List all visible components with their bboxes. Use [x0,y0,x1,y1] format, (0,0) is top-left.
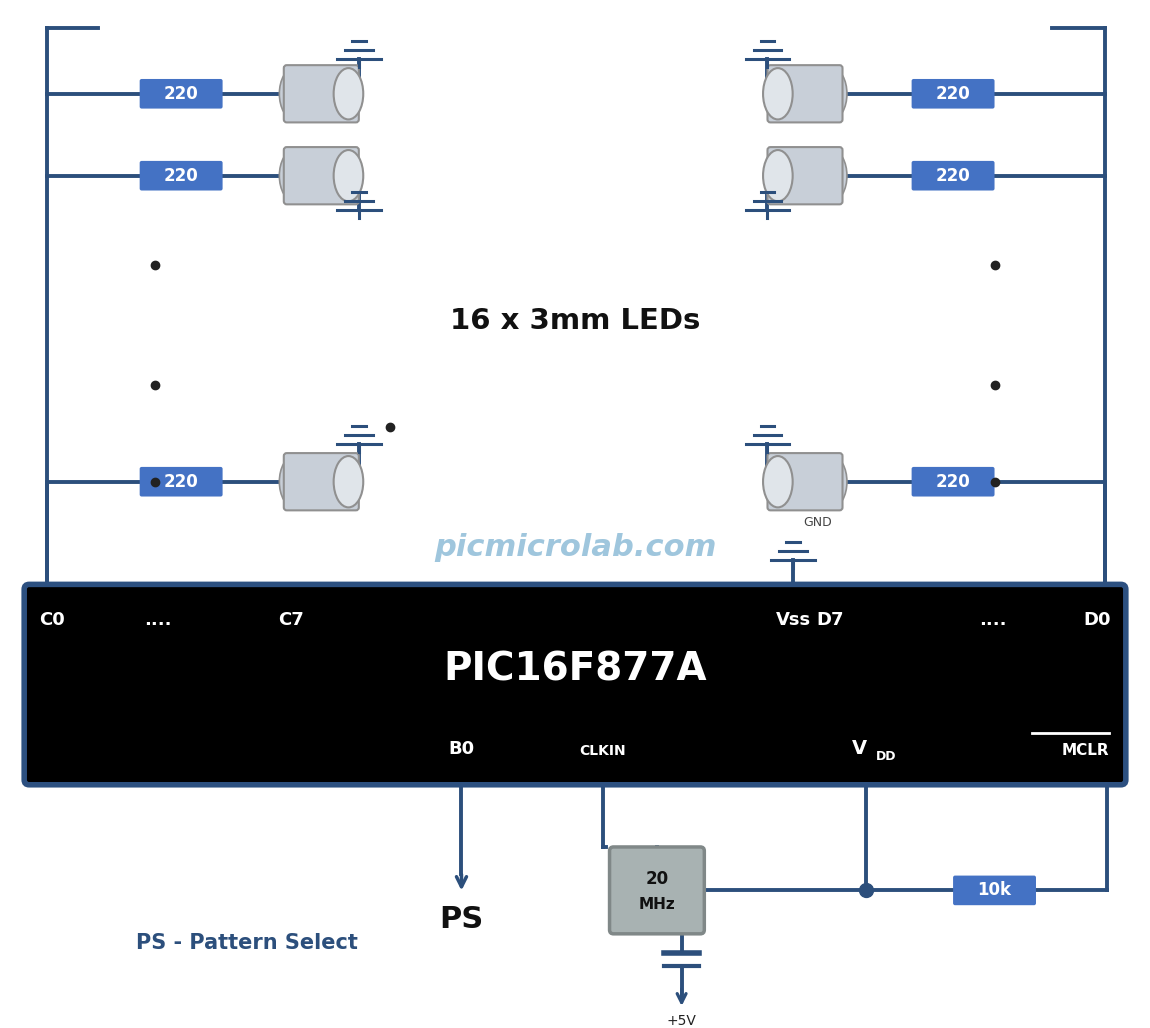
FancyBboxPatch shape [767,453,843,510]
Text: Vss: Vss [775,611,811,629]
Text: MHz: MHz [638,896,675,912]
Text: DD: DD [876,750,897,763]
Ellipse shape [818,150,846,201]
Text: 20: 20 [645,870,668,887]
FancyBboxPatch shape [24,584,1126,784]
FancyBboxPatch shape [912,161,995,190]
Text: B0: B0 [448,740,475,758]
Ellipse shape [818,456,846,508]
Text: ....: .... [144,611,171,629]
Text: PIC16F877A: PIC16F877A [443,651,707,689]
Text: 220: 220 [163,84,199,103]
FancyBboxPatch shape [139,79,223,109]
FancyBboxPatch shape [284,453,359,510]
Text: 220: 220 [936,167,971,185]
Text: ....: .... [979,611,1006,629]
Text: V: V [852,739,867,758]
FancyBboxPatch shape [912,467,995,497]
Text: 10k: 10k [978,881,1012,900]
Ellipse shape [279,68,309,119]
Ellipse shape [334,68,363,119]
Ellipse shape [334,456,363,508]
Text: PS: PS [439,906,484,934]
FancyBboxPatch shape [953,876,1036,906]
Text: GND: GND [803,516,831,528]
FancyBboxPatch shape [767,65,843,122]
Text: D7: D7 [816,611,843,629]
Text: +5V: +5V [667,1014,697,1028]
Ellipse shape [764,456,792,508]
Text: MCLR: MCLR [1061,743,1109,758]
Ellipse shape [818,68,846,119]
Ellipse shape [279,456,309,508]
FancyBboxPatch shape [912,79,995,109]
Ellipse shape [279,150,309,201]
Text: 220: 220 [163,167,199,185]
FancyBboxPatch shape [610,847,704,933]
Text: C7: C7 [278,611,304,629]
Text: 16 x 3mm LEDs: 16 x 3mm LEDs [450,306,700,335]
Ellipse shape [764,68,792,119]
FancyBboxPatch shape [767,147,843,205]
Text: CLKIN: CLKIN [580,744,626,758]
Text: C0: C0 [39,611,64,629]
Text: 220: 220 [936,84,971,103]
FancyBboxPatch shape [284,147,359,205]
Text: D0: D0 [1083,611,1111,629]
FancyBboxPatch shape [139,161,223,190]
FancyBboxPatch shape [284,65,359,122]
Text: 220: 220 [163,473,199,490]
Ellipse shape [764,150,792,201]
Text: PS - Pattern Select: PS - Pattern Select [136,932,358,953]
Text: 220: 220 [936,473,971,490]
Text: picmicrolab.com: picmicrolab.com [434,534,716,562]
FancyBboxPatch shape [139,467,223,497]
Ellipse shape [334,150,363,201]
